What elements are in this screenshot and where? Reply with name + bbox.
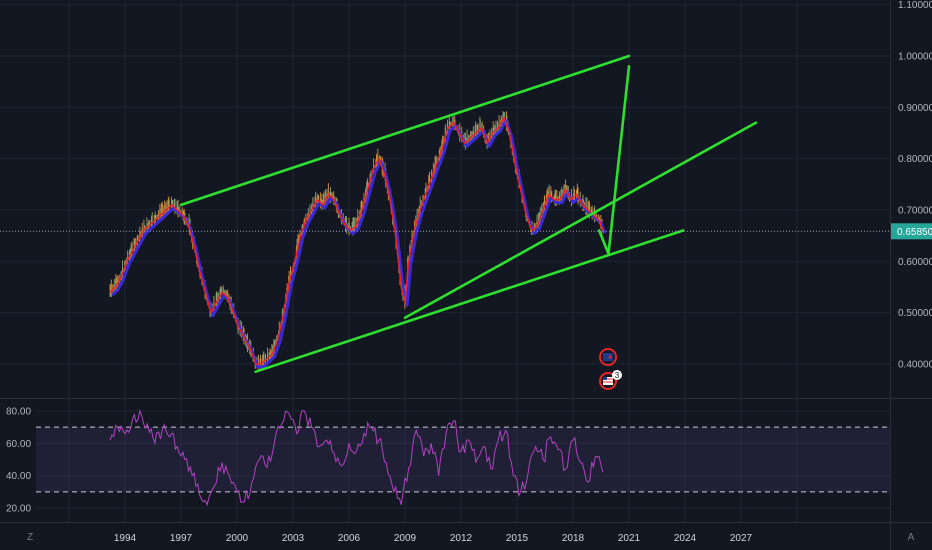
trendline-3[interactable] [403,121,758,320]
corner-timezone-label[interactable]: Z [27,532,33,543]
x-tick-label: 2018 [562,533,585,544]
y-tick-label: 0.50000 [898,308,932,319]
rsi-tick-label: 20.00 [6,504,31,515]
y-tick-label: 0.70000 [898,206,932,217]
y-tick-label: 0.40000 [898,360,932,371]
x-tick-label: 2003 [282,533,305,544]
moving-average-slow-line [111,119,607,369]
y-tick-label: 1.00000 [898,52,932,63]
y-tick-label: 0.90000 [898,103,932,114]
x-tick-label: 2015 [506,533,529,544]
event-count-badge [612,370,622,380]
rsi-band [36,426,890,493]
rsi-band-fill [36,427,890,492]
y-tick-label: 0.60000 [898,257,932,268]
moving-average-fast-line [109,116,604,365]
x-tick-label: 1997 [170,533,193,544]
x-tick-label: 2012 [450,533,473,544]
rsi-tick-label: 40.00 [6,471,31,482]
event-marker-us[interactable]: 3 [599,370,622,390]
rsi-tick-label: 60.00 [6,439,31,450]
x-tick-label: 2027 [730,533,753,544]
trendline-2[interactable] [254,229,685,373]
event-marker-nz[interactable] [599,348,617,366]
rsi-tick-label: 80.00 [6,407,31,418]
trendlines[interactable] [179,54,758,373]
rsi-line [109,409,604,507]
corner-auto-scale-label[interactable]: A [908,532,915,543]
price-series [109,111,607,370]
last-price-label[interactable]: 0.65850 [897,227,932,238]
trendline-1[interactable] [179,54,631,207]
x-tick-label: 2009 [394,533,417,544]
x-tick-label: 2006 [338,533,361,544]
y-tick-label: 1.10000 [898,0,932,11]
trendline-4[interactable] [597,65,631,255]
event-markers[interactable]: 3 [599,348,622,390]
rsi-series [109,409,604,507]
x-tick-label: 1994 [114,533,137,544]
x-tick-label: 2024 [674,533,697,544]
x-tick-label: 2000 [226,533,249,544]
x-tick-label: 2021 [618,533,641,544]
y-tick-label: 0.80000 [898,154,932,165]
event-count: 3 [615,371,620,380]
last-price-tag[interactable] [891,223,932,240]
